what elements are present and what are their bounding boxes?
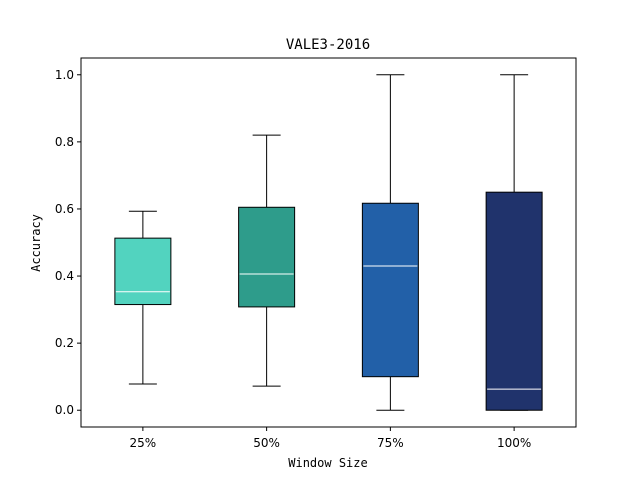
plot-area: 0.0 0.2 0.4 0.6 0.8 1.0 25% 50% 75% 100% [55,57,577,450]
x-axis-label: Window Size [288,456,367,470]
y-tick-label: 0.6 [55,202,74,216]
box-50% [238,206,296,308]
x-tick-label: 25% [130,436,157,450]
y-tick-label: 0.8 [55,135,74,149]
box-75% [361,202,419,378]
box-25% [114,237,172,306]
x-tick-label: 75% [377,436,404,450]
y-axis-label: Accuracy [29,214,43,272]
y-tick-label: 0.2 [55,336,74,350]
y-tick-label: 1.0 [55,68,74,82]
chart-title: VALE3-2016 [286,37,370,53]
y-tick-label: 0.4 [55,269,74,283]
plot-frame [80,57,577,428]
x-tick-label: 50% [253,436,280,450]
x-tick-label: 100% [497,436,531,450]
y-tick-label: 0.0 [55,403,74,417]
box-100% [485,191,543,411]
